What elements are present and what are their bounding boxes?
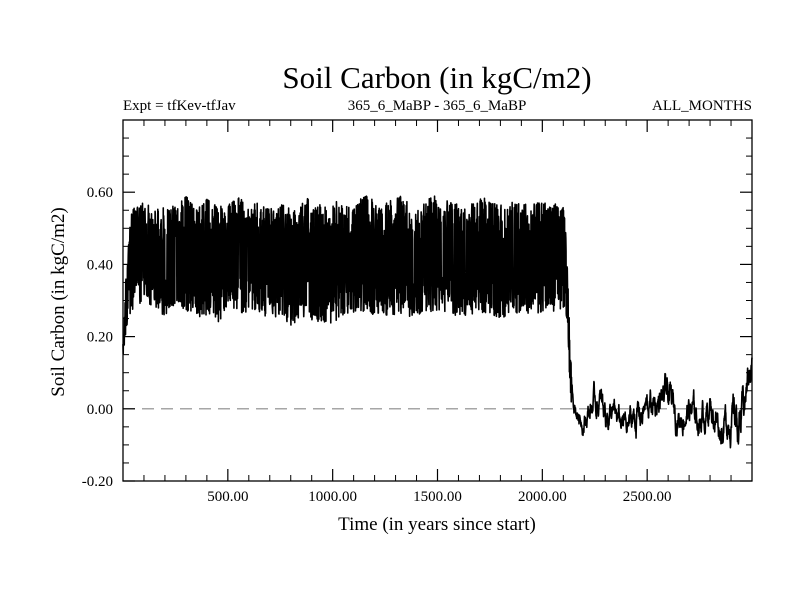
plot-frame: [122, 119, 753, 482]
chart-subtitle-center: 365_6_MaBP - 365_6_MaBP: [348, 98, 527, 114]
y-tick-label: 0.20: [87, 330, 113, 346]
x-axis-label: Time (in years since start): [338, 514, 536, 535]
y-tick-label: 0.40: [87, 257, 113, 273]
y-tick-label: 0.00: [87, 402, 113, 418]
x-tick-label: 2500.00: [623, 489, 672, 505]
x-tick-label: 1000.00: [308, 489, 357, 505]
x-tick-label: 1500.00: [413, 489, 462, 505]
y-tick-label: -0.20: [82, 474, 113, 490]
axis-ticks-group: 500.00 1000.00 1500.00 2000.00 2500.00 -0.20 0…: [82, 120, 752, 505]
chart-title: Soil Carbon (in kgC/m2): [282, 60, 591, 95]
chart-subtitle-left: Expt = tfKev-tfJav: [123, 98, 236, 114]
y-tick-label: 0.60: [87, 185, 113, 201]
x-tick-label: 500.00: [207, 489, 248, 505]
series-group: [122, 195, 753, 449]
plot-frame-group: [122, 119, 753, 482]
series-line-0: [122, 195, 753, 449]
chart-subtitle-right: ALL_MONTHS: [652, 98, 752, 114]
x-tick-label: 2000.00: [518, 489, 567, 505]
y-axis-label: Soil Carbon (in kgC/m2): [48, 207, 69, 396]
